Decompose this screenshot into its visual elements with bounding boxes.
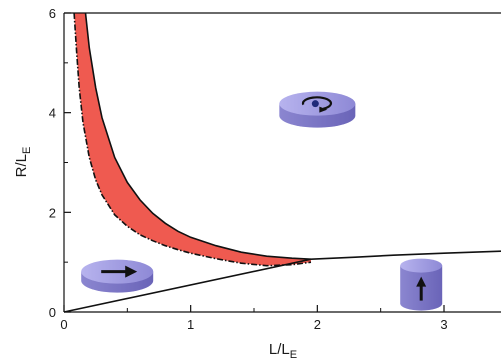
- out-of-plane-state: [400, 258, 443, 311]
- x-tick-label: 3: [440, 317, 447, 332]
- series-line-0: [84, 12, 312, 260]
- x-axis-label: L/LE: [269, 341, 297, 361]
- vortex-state: [279, 91, 356, 128]
- circular-arrow-head: [319, 106, 328, 113]
- vortex-core-icon: [311, 100, 319, 108]
- y-tick-label: 6: [49, 6, 56, 21]
- x-tick-label: 1: [187, 317, 194, 332]
- y-axis-label: R/LE: [13, 147, 33, 178]
- curves-layer: [63, 12, 501, 313]
- x-tick-label: 0: [60, 317, 67, 332]
- y-tick-label: 2: [49, 205, 56, 220]
- metastable-region: [74, 13, 311, 266]
- up-arrow-head: [416, 276, 427, 287]
- in-plane-state: [81, 259, 154, 293]
- series-line-3: [63, 258, 312, 313]
- circular-arrow-icon: [301, 96, 333, 110]
- axes-layer: 0 1 2 3 0 2 4 6: [49, 6, 501, 332]
- out-of-plane-state-top: [400, 258, 443, 273]
- right-arrow-head: [125, 265, 138, 278]
- series-line-1: [73, 12, 312, 267]
- series-line-2: [310, 250, 501, 260]
- y-tick-label: 4: [49, 106, 56, 121]
- x-tick-label: 2: [314, 317, 321, 332]
- insets-layer: [81, 91, 443, 311]
- y-tick-label: 0: [49, 305, 56, 320]
- shaded-region-layer: [74, 13, 311, 266]
